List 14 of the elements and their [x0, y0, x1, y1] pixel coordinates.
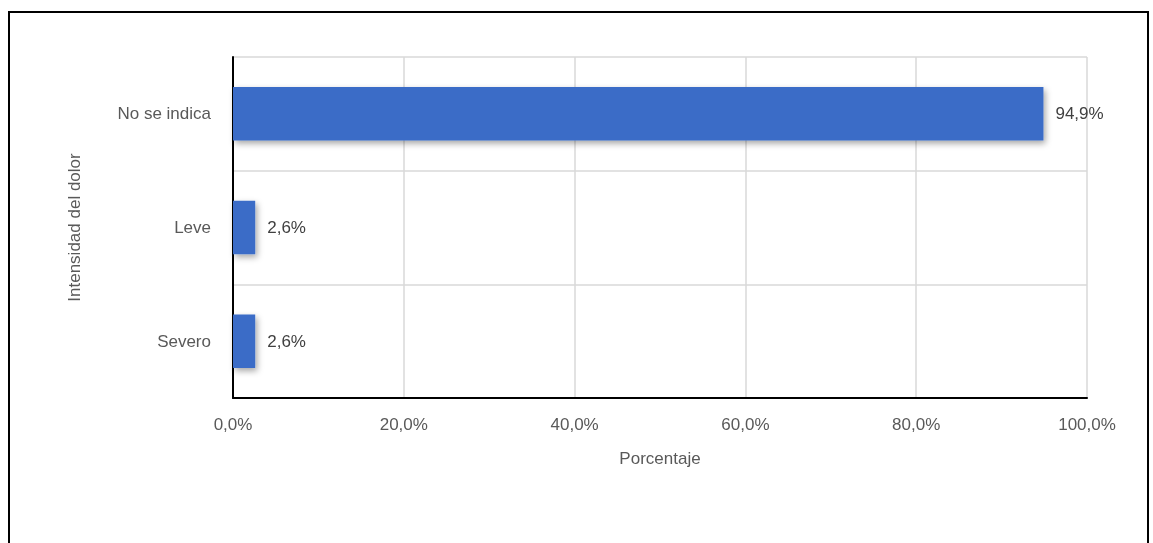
y-axis-title: Intensidad del dolor — [65, 152, 84, 302]
x-tick-label: 20,0% — [379, 415, 428, 434]
y-tick-label: Severo — [157, 331, 211, 351]
x-axis-title: Porcentaje — [619, 449, 701, 468]
x-tick-label: 0,0% — [213, 415, 253, 434]
x-tick-label: 100,0% — [1058, 415, 1116, 434]
y-tick-label: No se indica — [117, 104, 212, 124]
x-tick-label: 60,0% — [721, 415, 770, 434]
data-label: 2,6% — [267, 218, 306, 237]
data-label: 94,9% — [1055, 104, 1104, 124]
x-tick-label: 40,0% — [550, 415, 599, 434]
y-tick-label: Leve — [174, 218, 211, 237]
data-label: 2,6% — [267, 331, 306, 351]
x-tick-label: 80,0% — [892, 415, 941, 434]
